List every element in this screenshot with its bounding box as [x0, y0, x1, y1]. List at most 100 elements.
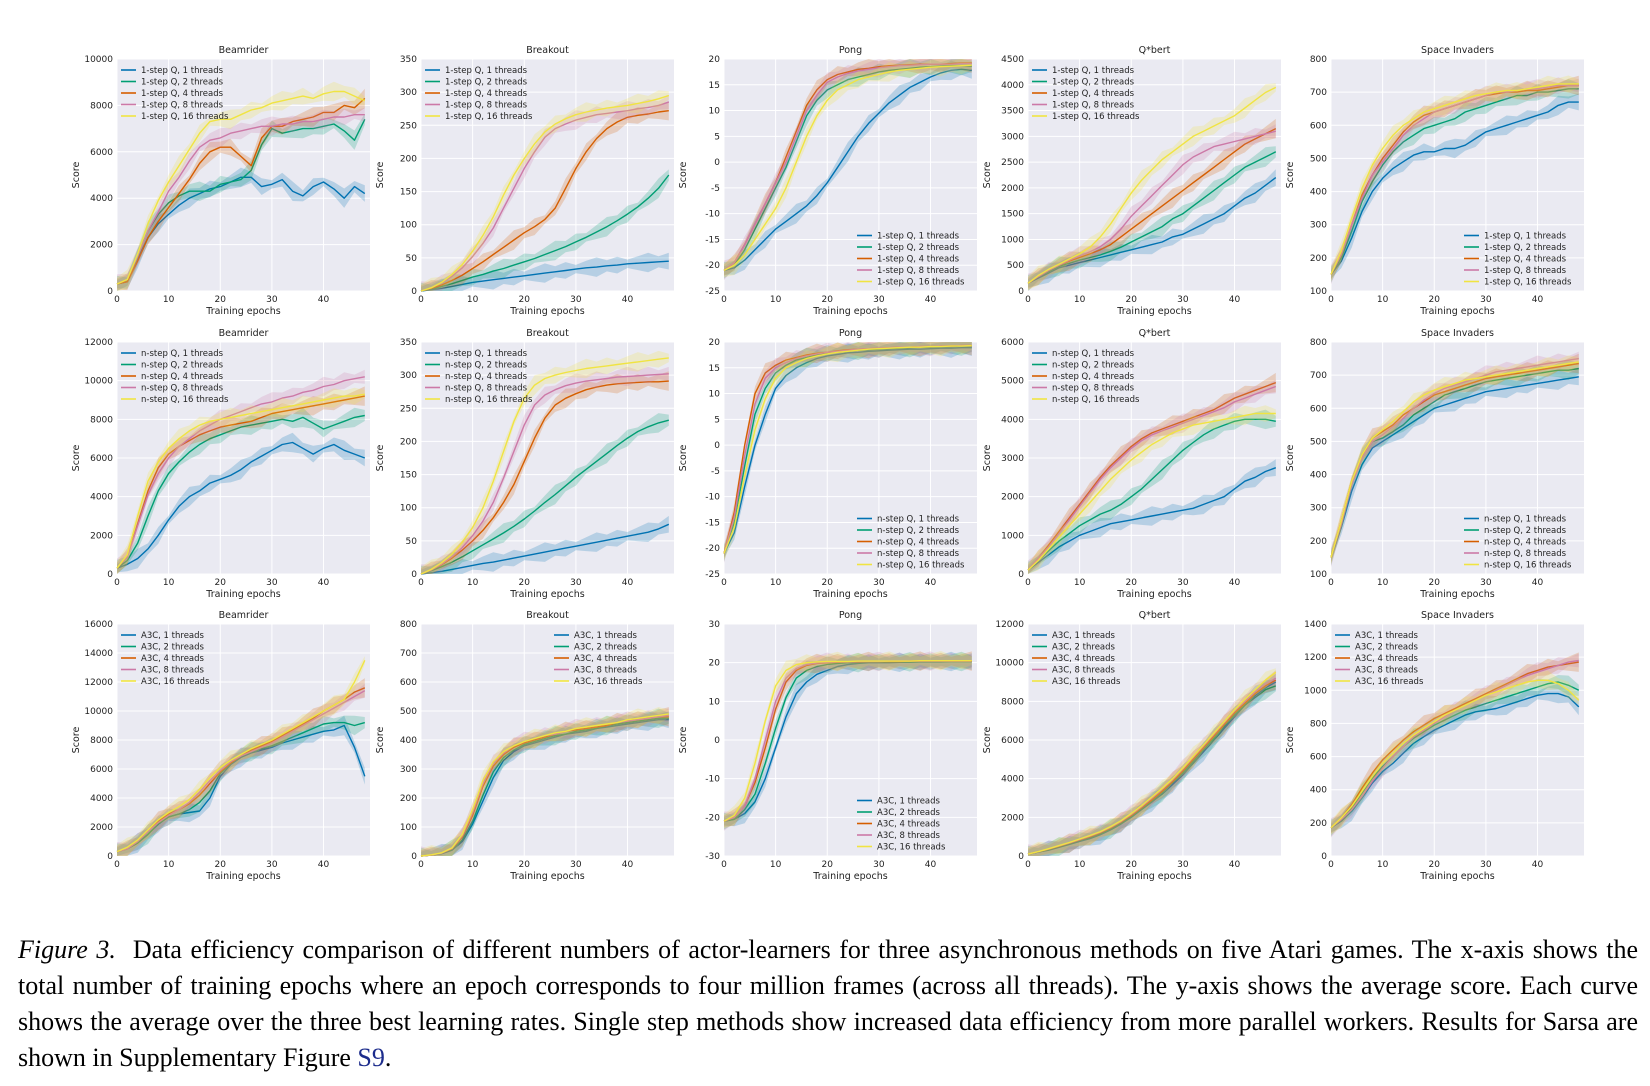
legend-label: n-step Q, 16 threads	[1484, 561, 1572, 571]
legend-label: 1-step Q, 2 threads	[141, 78, 224, 88]
y-tick-label: 12000	[84, 678, 113, 688]
legend-label: 1-step Q, 16 threads	[1484, 278, 1572, 288]
chart-title: Breakout	[526, 610, 569, 621]
legend-label: n-step Q, 8 threads	[141, 384, 224, 394]
series-line-n-step-q-8-threads	[116, 376, 365, 569]
x-tick-label: 30	[1480, 860, 1492, 870]
legend-label: n-step Q, 1 threads	[877, 515, 960, 525]
y-tick-label: -5	[711, 467, 720, 477]
legend-label: A3C, 2 threads	[1355, 643, 1419, 653]
series-line-a3c-8-threads	[116, 690, 366, 853]
y-tick-label: 800	[1310, 719, 1327, 729]
series-line-1-step-q-4-threads	[116, 97, 366, 285]
caption-reference-link[interactable]: S9	[357, 1043, 385, 1072]
y-tick-label: 20	[709, 659, 721, 669]
series-line-1-step-q-16-threads	[723, 64, 972, 272]
y-tick-label: 600	[1310, 404, 1327, 414]
series-line-n-step-q-8-threads	[420, 373, 669, 575]
x-tick-label: 40	[1532, 578, 1544, 588]
y-tick-label: 30	[709, 620, 721, 630]
y-tick-label: 0	[411, 287, 417, 297]
y-tick-label: 0	[714, 736, 720, 746]
plot-background	[1331, 342, 1584, 574]
series-line-n-step-q-1-threads	[420, 523, 670, 575]
series-line-n-step-q-16-threads	[1027, 412, 1276, 571]
x-tick-label: 30	[873, 578, 885, 588]
x-tick-label: 20	[1126, 860, 1138, 870]
series-line-n-step-q-1-threads	[116, 441, 366, 569]
x-tick-label: 40	[925, 295, 937, 305]
legend-label: 1-step Q, 8 threads	[141, 101, 224, 111]
chart-n-step-q-pong: -25 -20 -15 -10 -5 0 5 10 15 20 0 10 20 30 40 Pong Train…	[678, 328, 977, 600]
x-tick-label: 30	[1177, 860, 1189, 870]
series-band-1-step-q-1-threads	[117, 167, 365, 289]
series-line-n-step-q-8-threads	[1330, 357, 1579, 558]
legend-label: n-step Q, 8 threads	[1484, 549, 1567, 559]
series-line-a3c-16-threads	[116, 659, 366, 853]
series-band-1-step-q-16-threads	[1331, 75, 1579, 282]
y-tick-label: 100	[400, 504, 417, 514]
y-tick-label: -5	[711, 184, 720, 194]
figure-caption: Figure 3. Data efficiency comparison of …	[18, 932, 1638, 1076]
series-band-a3c-1-threads	[1028, 673, 1276, 856]
series-line-1-step-q-2-threads	[420, 174, 670, 292]
x-tick-label: 20	[519, 578, 531, 588]
x-tick-label: 40	[318, 860, 330, 870]
y-tick-label: 8000	[1001, 697, 1024, 707]
y-axis-label: Score	[1285, 727, 1296, 754]
y-tick-label: 10	[709, 107, 721, 117]
series-line-1-step-q-4-threads	[1027, 127, 1277, 284]
chart-1-step-q-pong: -25 -20 -15 -10 -5 0 5 10 15 20 0 10 20 30 40 Pong Train…	[678, 45, 977, 317]
chart-title: Breakout	[526, 328, 569, 339]
legend-label: A3C, 4 threads	[574, 654, 638, 664]
legend-label: A3C, 16 threads	[1355, 677, 1424, 687]
chart-title: Pong	[839, 328, 862, 339]
y-tick-label: 3000	[1001, 454, 1024, 464]
x-tick-label: 10	[163, 578, 175, 588]
y-axis-label: Score	[982, 727, 993, 754]
y-axis-label: Score	[1285, 162, 1296, 189]
y-axis-label: Score	[678, 445, 689, 472]
y-tick-label: 300	[1310, 504, 1327, 514]
series-line-1-step-q-16-threads	[1027, 86, 1277, 284]
y-tick-label: 5000	[1001, 377, 1024, 387]
chart-title: Space Invaders	[1421, 610, 1494, 621]
legend-label: n-step Q, 4 threads	[1484, 538, 1567, 548]
series-band-1-step-q-4-threads	[421, 101, 669, 291]
y-tick-label: 400	[400, 736, 417, 746]
y-axis-label: Score	[982, 445, 993, 472]
legend-label: A3C, 16 threads	[574, 677, 643, 687]
legend-label: A3C, 8 threads	[1052, 666, 1116, 676]
y-axis-label: Score	[375, 727, 386, 754]
x-tick-label: 20	[1126, 578, 1138, 588]
y-tick-label: 2500	[1001, 158, 1024, 168]
chart-title: Beamrider	[219, 45, 269, 56]
x-tick-label: 40	[1229, 295, 1241, 305]
legend-label: A3C, 8 threads	[574, 666, 638, 676]
x-tick-label: 30	[1177, 295, 1189, 305]
series-line-1-step-q-2-threads	[116, 118, 366, 285]
chart-n-step-q-beamrider: 0 2000 4000 6000 8000 10000 12000 0 10 20 30 40 Beam…	[71, 328, 370, 600]
legend-label: n-step Q, 2 threads	[1484, 526, 1567, 536]
x-tick-label: 30	[266, 578, 278, 588]
x-axis-label: Training epochs	[509, 871, 584, 882]
y-tick-label: 100	[400, 823, 417, 833]
x-tick-label: 10	[467, 860, 479, 870]
y-tick-label: 1500	[1001, 210, 1024, 220]
x-tick-label: 20	[822, 860, 834, 870]
x-tick-label: 20	[215, 860, 227, 870]
legend-label: 1-step Q, 8 threads	[1484, 266, 1567, 276]
y-tick-label: -20	[705, 261, 720, 271]
legend-label: A3C, 2 threads	[574, 643, 638, 653]
legend-label: A3C, 8 threads	[1355, 666, 1419, 676]
y-axis-label: Score	[678, 727, 689, 754]
y-tick-label: 200	[1310, 537, 1327, 547]
x-tick-label: 30	[873, 860, 885, 870]
legend-label: 1-step Q, 4 threads	[445, 89, 528, 99]
y-tick-label: 150	[400, 188, 417, 198]
series-line-a3c-16-threads	[1027, 671, 1277, 855]
series-line-a3c-16-threads	[420, 713, 669, 857]
